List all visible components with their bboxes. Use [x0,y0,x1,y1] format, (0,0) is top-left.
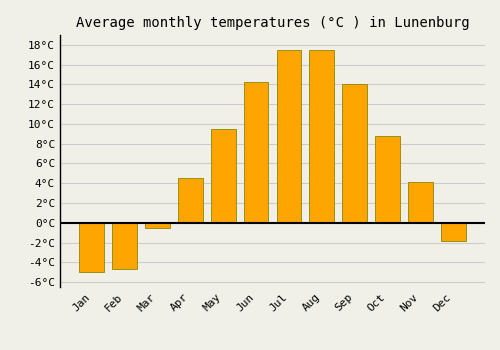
Bar [408,182,433,223]
Bar [342,84,367,223]
Bar [376,136,400,223]
Bar [178,178,203,223]
Bar [80,223,104,272]
Title: Average monthly temperatures (°C ) in Lunenburg: Average monthly temperatures (°C ) in Lu… [76,16,469,30]
Bar [145,223,170,228]
Bar [244,83,268,223]
Bar [276,50,301,223]
Bar [112,223,137,269]
Bar [211,129,236,223]
Bar [441,223,466,240]
Bar [310,50,334,223]
